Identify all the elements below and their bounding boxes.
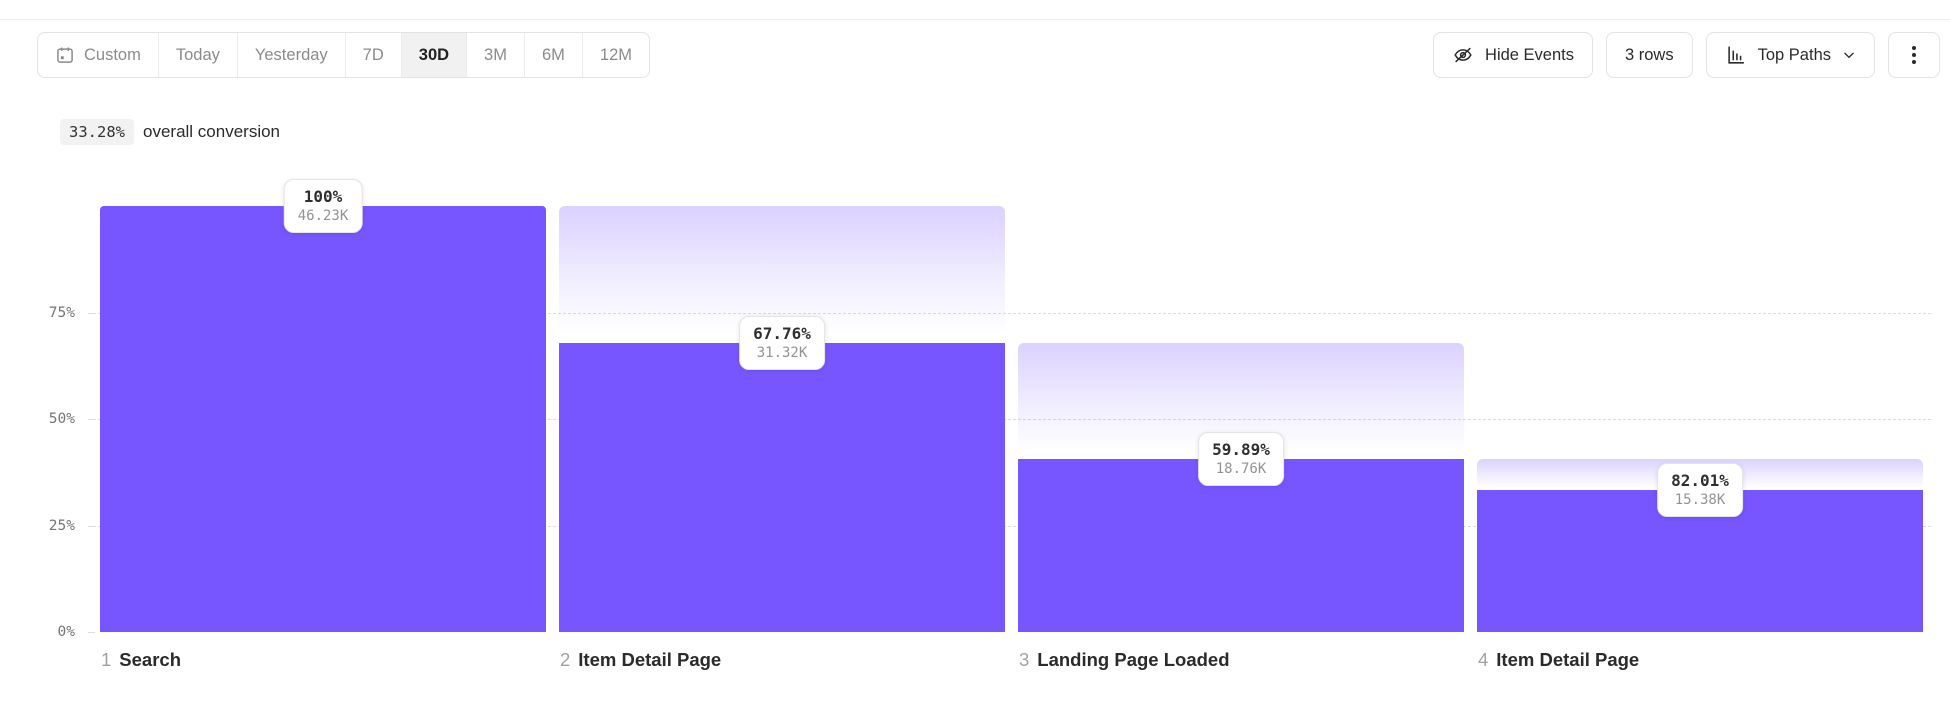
- funnel-step-2: 67.76% 31.32K 2 Item Detail Page: [559, 206, 1005, 670]
- conversion-percent: 100%: [303, 187, 343, 206]
- step-label: 3 Landing Page Loaded: [1019, 649, 1230, 671]
- step-name: Landing Page Loaded: [1037, 649, 1230, 670]
- rows-label: 3 rows: [1625, 45, 1674, 64]
- y-axis-tick: [88, 525, 95, 527]
- date-range-yesterday[interactable]: Yesterday: [238, 33, 346, 77]
- conversion-badge: 100% 46.23K: [283, 179, 363, 233]
- date-range-30d[interactable]: 30D: [401, 33, 468, 77]
- date-range-label: Today: [175, 45, 220, 64]
- date-range-12m[interactable]: 12M: [583, 33, 649, 77]
- funnel-bar-landing-page[interactable]: [1018, 459, 1464, 632]
- gridline-50: [88, 419, 1931, 420]
- toolbar: Custom Today Yesterday 7D 30D 3M 6M 12M: [37, 32, 1940, 78]
- top-paths-dropdown[interactable]: Top Paths: [1705, 32, 1875, 78]
- step-number: 3: [1019, 649, 1030, 670]
- funnel-step-4: 82.01% 15.38K 4 Item Detail Page: [1477, 206, 1923, 670]
- conversion-percent: 59.89%: [1212, 440, 1270, 460]
- date-range-selector: Custom Today Yesterday 7D 30D 3M 6M 12M: [37, 32, 650, 78]
- funnel-bar-item-detail[interactable]: [559, 343, 1005, 632]
- conversion-count: 15.38K: [1674, 492, 1726, 509]
- conversion-badge: 82.01% 15.38K: [1657, 463, 1743, 518]
- date-range-label: 3M: [484, 45, 507, 64]
- more-options-button[interactable]: [1888, 32, 1940, 78]
- y-axis-label-75: 75%: [48, 304, 75, 321]
- conversion-percent: 67.76%: [753, 324, 811, 344]
- overall-conversion-text: overall conversion: [143, 122, 281, 141]
- overall-conversion-summary: 33.28% overall conversion: [60, 119, 280, 145]
- step-name: Item Detail Page: [1496, 649, 1640, 670]
- toolbar-right-group: Hide Events 3 rows Top Paths: [1433, 32, 1940, 78]
- kebab-menu-icon: [1904, 44, 1924, 66]
- y-axis-label-50: 50%: [48, 411, 75, 427]
- gridline-75: [88, 312, 1931, 314]
- funnel-bars: 100% 46.23K 1 Search 67.76% 31.32K 2 Item …: [100, 179, 1923, 670]
- overall-conversion-value: 33.28%: [60, 119, 134, 145]
- date-range-7d[interactable]: 7D: [346, 33, 402, 77]
- date-range-label: 7D: [362, 45, 384, 64]
- gridline-25: [88, 525, 1931, 527]
- conversion-count: 31.32K: [756, 345, 808, 362]
- chevron-down-icon: [1842, 48, 1856, 62]
- y-axis-label-0: 0%: [57, 624, 75, 640]
- date-range-label: 6M: [541, 45, 565, 64]
- conversion-badge: 59.89% 18.76K: [1198, 432, 1284, 487]
- hide-events-button[interactable]: Hide Events: [1433, 32, 1593, 78]
- top-paths-label: Top Paths: [1757, 45, 1831, 64]
- step-number: 2: [560, 649, 571, 670]
- step-label: 1 Search: [101, 649, 181, 671]
- conversion-badge: 67.76% 31.32K: [739, 316, 825, 371]
- conversion-count: 18.76K: [1215, 461, 1267, 478]
- funnel-bar-search[interactable]: [100, 206, 546, 632]
- date-range-6m[interactable]: 6M: [525, 33, 583, 77]
- step-label: 4 Item Detail Page: [1478, 649, 1639, 671]
- bar-chart-icon: [1725, 44, 1747, 66]
- date-range-label: 30D: [418, 45, 450, 64]
- step-name: Search: [119, 649, 182, 670]
- date-range-label: Custom: [84, 45, 141, 64]
- step-name: Item Detail Page: [578, 649, 722, 670]
- step-label: 2 Item Detail Page: [560, 649, 721, 671]
- funnel-step-3: 59.89% 18.76K 3 Landing Page Loaded: [1018, 206, 1464, 670]
- rows-button[interactable]: 3 rows: [1606, 32, 1693, 78]
- eye-off-icon: [1452, 44, 1474, 66]
- calendar-icon: [55, 45, 75, 65]
- date-range-today[interactable]: Today: [159, 33, 238, 77]
- date-range-label: 12M: [599, 45, 632, 64]
- date-range-custom[interactable]: Custom: [38, 33, 159, 77]
- step-number: 4: [1478, 649, 1489, 670]
- y-axis-tick: [88, 632, 95, 633]
- step-number: 1: [101, 649, 112, 670]
- conversion-percent: 82.01%: [1671, 471, 1729, 491]
- funnel-step-1: 100% 46.23K 1 Search: [100, 179, 546, 670]
- y-axis-tick: [88, 419, 95, 420]
- funnel-chart: 75% 50% 25% 0% 100% 46.23K 1 Search: [49, 179, 1931, 670]
- y-axis-label-25: 25%: [48, 517, 75, 534]
- date-range-label: Yesterday: [254, 45, 328, 64]
- conversion-count: 46.23K: [297, 208, 349, 224]
- hide-events-label: Hide Events: [1485, 45, 1574, 64]
- y-axis-tick: [88, 312, 95, 314]
- top-divider: [0, 19, 1950, 20]
- date-range-3m[interactable]: 3M: [467, 33, 525, 77]
